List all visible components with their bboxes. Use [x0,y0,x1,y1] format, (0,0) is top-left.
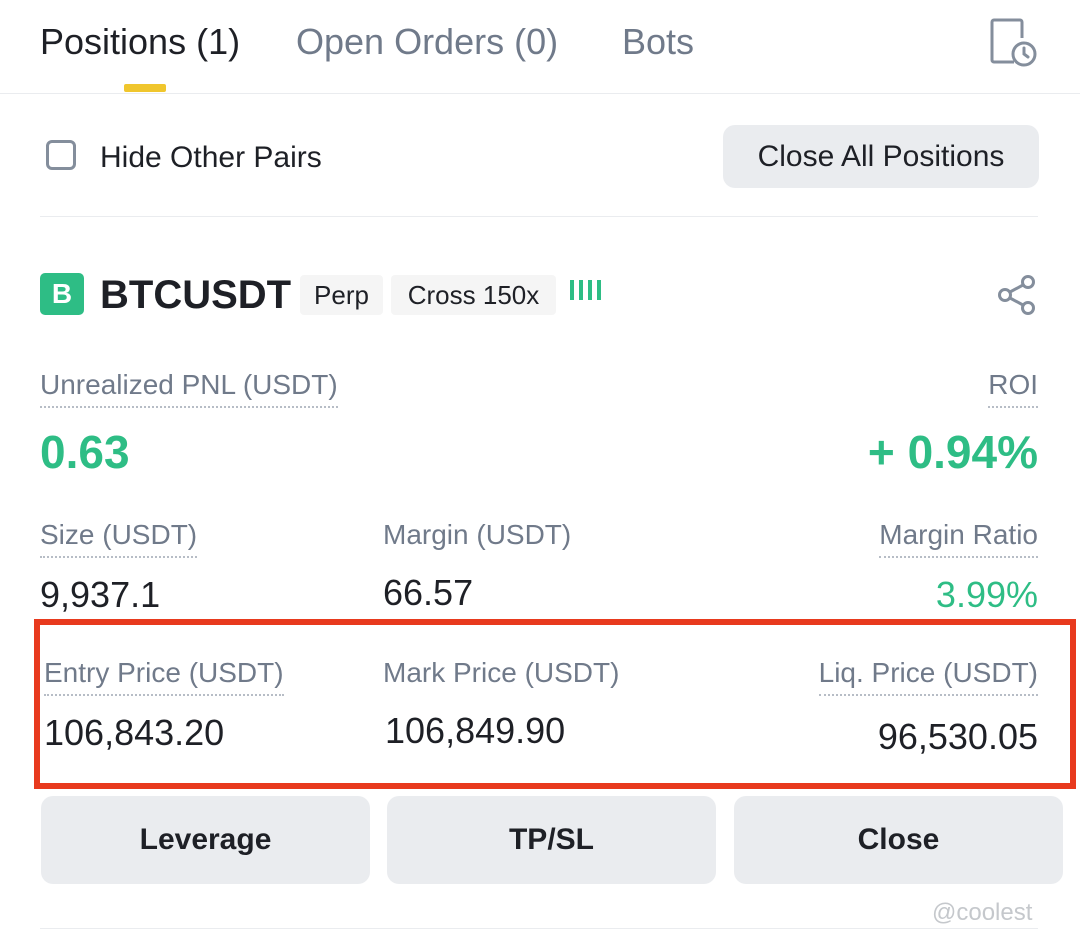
size-label[interactable]: Size (USDT) [40,518,198,558]
tpsl-button[interactable]: TP/SL [387,796,716,884]
unrealized-pnl-value: 0.63 [40,426,130,478]
roi-label[interactable]: ROI [988,368,1038,408]
close-all-positions-button[interactable]: Close All Positions [723,125,1039,188]
roi-value: + 0.94% [867,426,1038,478]
unrealized-pnl-label[interactable]: Unrealized PNL (USDT) [40,368,338,408]
hide-other-pairs-label[interactable]: Hide Other Pairs [100,141,322,174]
document-clock-icon[interactable] [986,16,1038,68]
entry-price-label[interactable]: Entry Price (USDT) [44,656,284,696]
symbol-badge: B [40,273,84,315]
active-tab-indicator [124,84,166,92]
watermark: @coolest [932,899,1033,926]
leverage-button[interactable]: Leverage [41,796,370,884]
share-icon[interactable] [996,274,1038,316]
symbol-name[interactable]: BTCUSDT [100,273,292,317]
price-highlight-box [34,619,1076,789]
margin-mode-tag[interactable]: Cross 150x [391,275,556,315]
risk-indicator-icon [570,280,601,308]
tab-bots[interactable]: Bots [622,21,695,62]
mark-price-value: 106,849.90 [385,710,566,751]
section-divider [40,216,1038,217]
margin-ratio-value: 3.99% [935,574,1038,615]
tab-positions[interactable]: Positions (1) [40,21,241,62]
entry-price-value: 106,843.20 [44,712,225,753]
perp-tag: Perp [300,275,383,315]
liq-price-value: 96,530.05 [877,716,1038,757]
size-value: 9,937.1 [40,574,161,615]
hide-other-pairs-checkbox[interactable] [46,140,76,170]
liq-price-label[interactable]: Liq. Price (USDT) [818,656,1038,696]
bottom-divider [40,928,1038,929]
close-position-button[interactable]: Close [734,796,1063,884]
margin-label: Margin (USDT) [383,519,572,550]
tabs-divider [0,93,1080,94]
margin-ratio-label[interactable]: Margin Ratio [879,518,1038,558]
tab-open-orders[interactable]: Open Orders (0) [296,21,559,62]
margin-value: 66.57 [383,572,474,613]
mark-price-label: Mark Price (USDT) [383,657,620,688]
